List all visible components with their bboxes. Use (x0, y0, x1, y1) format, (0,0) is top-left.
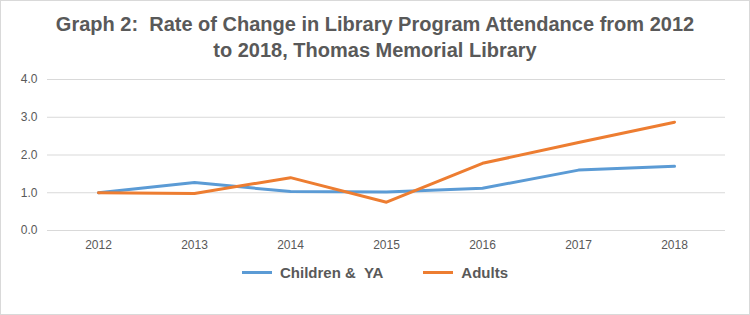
svg-text:2014: 2014 (277, 238, 304, 252)
html-text:Children & YA: Children & YA (280, 264, 384, 281)
svg-text:2.0: 2.0 (21, 148, 38, 162)
svg-text:2015: 2015 (373, 238, 400, 252)
svg-text:2016: 2016 (469, 238, 496, 252)
svg-text:4.0: 4.0 (21, 72, 38, 86)
html-text:Graph 2: Rate of Change in Lib: Graph 2: Rate of Change in Library Progr… (55, 13, 700, 61)
svg-text:2013: 2013 (181, 238, 208, 252)
svg-text:0.0: 0.0 (21, 223, 38, 237)
svg-text:3.0: 3.0 (21, 110, 38, 124)
html-text:Adults: Adults (461, 264, 508, 281)
svg-text:1.0: 1.0 (21, 186, 38, 200)
svg-text:2017: 2017 (565, 238, 592, 252)
svg-text:2012: 2012 (85, 238, 112, 252)
svg-text:2018: 2018 (661, 238, 688, 252)
